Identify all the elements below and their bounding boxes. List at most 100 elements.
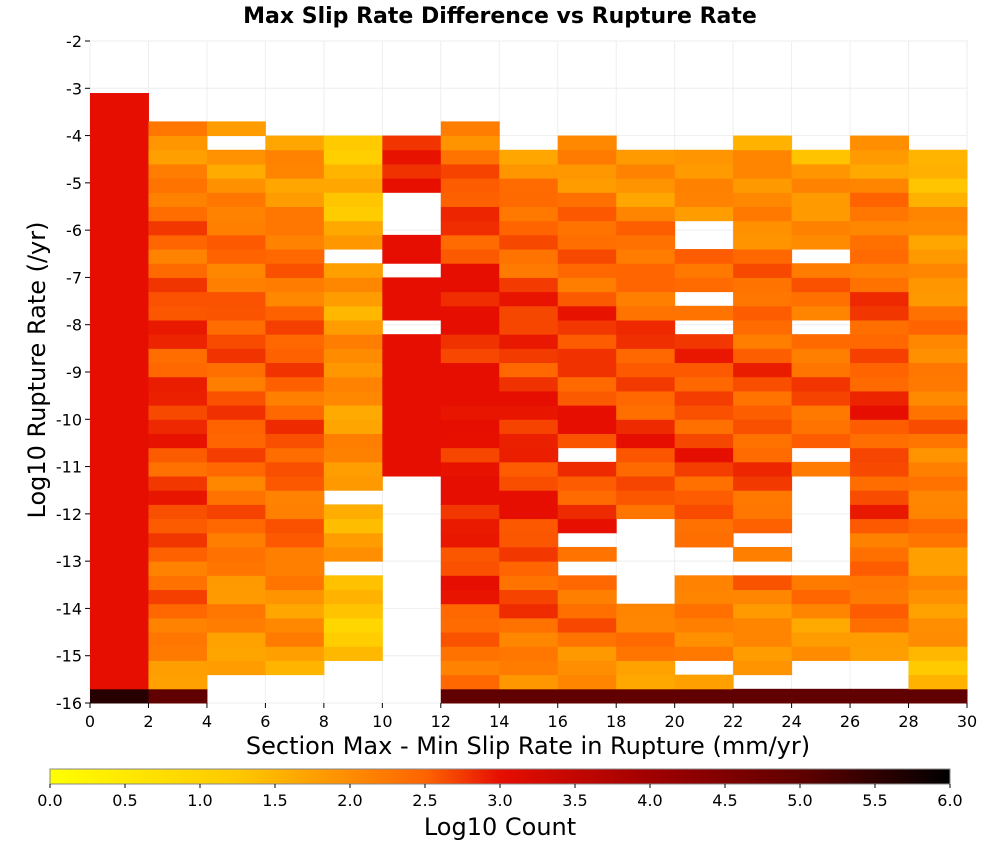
heatmap-cell (908, 390, 968, 406)
heatmap-cell (733, 263, 793, 278)
heatmap-cell (206, 334, 266, 349)
heatmap-cell (499, 447, 559, 463)
heatmap-cell (733, 660, 793, 676)
heatmap-cell (148, 561, 208, 576)
heatmap-cell (382, 419, 442, 434)
heatmap-cell (850, 362, 910, 378)
heatmap-cell (148, 433, 208, 449)
heatmap-cell (674, 688, 734, 704)
heatmap-cell (90, 603, 149, 619)
heatmap-cell (908, 249, 968, 264)
heatmap-cell (850, 348, 910, 364)
heatmap-cell (265, 348, 325, 364)
heatmap-cell (850, 249, 910, 264)
heatmap-cell (499, 490, 559, 505)
heatmap-cell (499, 319, 559, 335)
heatmap-cell (791, 575, 851, 591)
heatmap-cell (206, 490, 266, 505)
heatmap-cell (148, 305, 208, 321)
heatmap-cell (499, 405, 559, 420)
heatmap-cell (499, 532, 559, 548)
heatmap-cell (850, 334, 910, 349)
heatmap-cell (908, 206, 968, 222)
heatmap-cell (265, 305, 325, 321)
heatmap-cell (206, 504, 266, 520)
heatmap-cell (323, 646, 383, 661)
heatmap-cell (206, 121, 266, 137)
colorbar-tick-label: 3.5 (562, 791, 587, 810)
heatmap-cell (90, 305, 149, 321)
heatmap-cell (791, 688, 851, 704)
heatmap-cell (323, 546, 383, 562)
heatmap-cell (265, 163, 325, 179)
heatmap-cell (440, 546, 500, 562)
heatmap-cell (908, 334, 968, 349)
heatmap-cell (674, 617, 734, 633)
heatmap-cell (206, 305, 266, 321)
heatmap-cell (908, 178, 968, 193)
heatmap-cell (674, 405, 734, 420)
heatmap-cell (791, 263, 851, 278)
heatmap-cell (206, 390, 266, 406)
heatmap-cell (323, 263, 383, 278)
heatmap-cell (791, 461, 851, 477)
heatmap-cell (850, 263, 910, 278)
heatmap-cell (674, 263, 734, 278)
heatmap-cell (148, 518, 208, 534)
heatmap-cell (499, 291, 559, 307)
heatmap-cell (440, 178, 500, 193)
heatmap-cell (557, 518, 617, 534)
heatmap-cell (206, 447, 266, 463)
heatmap-cell (908, 305, 968, 321)
heatmap-cell (616, 291, 676, 307)
chart-title: Max Slip Rate Difference vs Rupture Rate (243, 4, 757, 29)
heatmap-cell (206, 163, 266, 179)
heatmap-cell (440, 192, 500, 207)
heatmap-cell (265, 447, 325, 463)
heatmap-cell (616, 376, 676, 392)
heatmap-cell (908, 660, 968, 676)
heatmap-cell (148, 476, 208, 491)
x-tick-label: 6 (260, 712, 270, 731)
heatmap-cell (440, 334, 500, 349)
heatmap-cell (90, 461, 149, 477)
heatmap-cell (850, 561, 910, 576)
heatmap-cell (440, 135, 500, 151)
heatmap-cell (733, 490, 793, 505)
colorbar-tick-label: 4.5 (712, 791, 737, 810)
heatmap-cell (616, 490, 676, 505)
heatmap-cell (323, 532, 383, 548)
heatmap-cell (206, 234, 266, 250)
heatmap-cell (733, 405, 793, 420)
heatmap-cell (616, 476, 676, 491)
heatmap-cell (616, 660, 676, 676)
heatmap-cell (674, 305, 734, 321)
heatmap-cell (382, 249, 442, 264)
heatmap-cell (733, 319, 793, 335)
heatmap-cell (733, 376, 793, 392)
heatmap-cell (206, 249, 266, 264)
x-tick-label: 4 (202, 712, 212, 731)
heatmap-cell (265, 433, 325, 449)
heatmap-cell (323, 390, 383, 406)
heatmap-cell (674, 518, 734, 534)
heatmap-cell (90, 589, 149, 605)
heatmap-cell (148, 249, 208, 264)
heatmap-cell (440, 319, 500, 335)
heatmap-cell (148, 178, 208, 193)
heatmap-cell (674, 447, 734, 463)
heatmap-cell (440, 603, 500, 619)
heatmap-cell (557, 490, 617, 505)
heatmap-cell (557, 178, 617, 193)
heatmap-cell (323, 291, 383, 307)
heatmap-cell (908, 291, 968, 307)
heatmap-cell (90, 220, 149, 236)
heatmap-cell (499, 305, 559, 321)
heatmap-cell (265, 461, 325, 477)
heatmap-cell (499, 362, 559, 378)
heatmap-cell (674, 476, 734, 491)
heatmap-cell (206, 546, 266, 562)
heatmap-cell (733, 277, 793, 293)
heatmap-cell (148, 575, 208, 591)
heatmap-cell (265, 617, 325, 633)
